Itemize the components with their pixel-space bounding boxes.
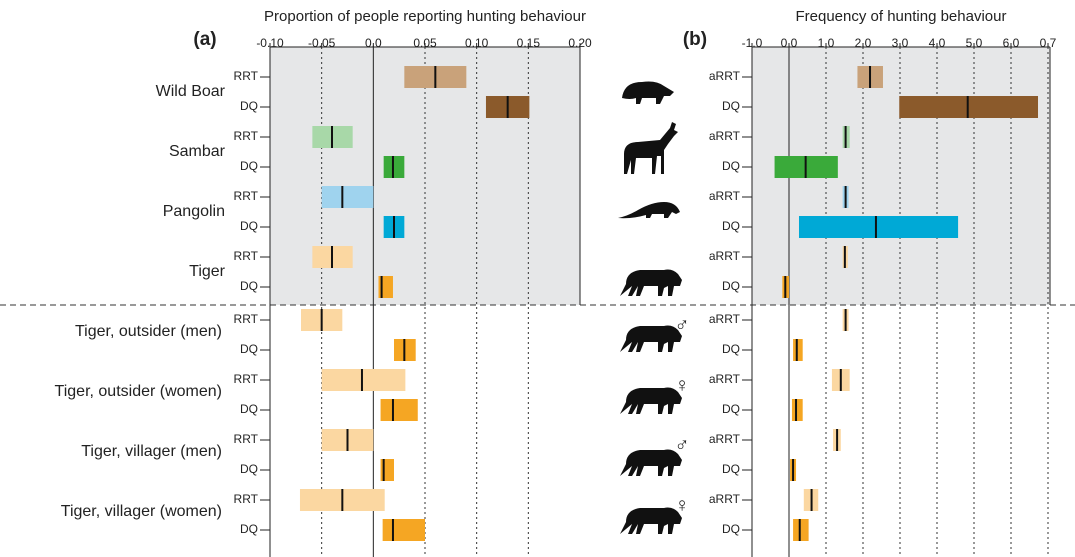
row-label: aRRT [709, 432, 741, 446]
tiger-silhouette [620, 508, 682, 535]
panel-label: (a) [193, 29, 216, 50]
row-label: DQ [240, 279, 258, 293]
row-label: DQ [722, 342, 740, 356]
interval-bar [381, 399, 418, 421]
row-label: aRRT [709, 372, 741, 386]
tiger-silhouette [620, 326, 682, 353]
row-label: DQ [722, 522, 740, 536]
figure: Proportion of people reporting hunting b… [0, 0, 1075, 557]
row-label: RRT [234, 189, 259, 203]
group-label: Tiger, villager (men) [81, 443, 222, 460]
row-label: aRRT [709, 69, 741, 83]
row-label: DQ [722, 462, 740, 476]
sex-symbol: ♀ [675, 494, 690, 516]
interval-bar [322, 369, 406, 391]
row-label: DQ [240, 342, 258, 356]
interval-bar [799, 216, 958, 238]
row-label: RRT [234, 129, 259, 143]
row-label: DQ [722, 159, 740, 173]
row-label: aRRT [709, 492, 741, 506]
row-label: DQ [240, 522, 258, 536]
row-label: RRT [234, 492, 259, 506]
row-label: aRRT [709, 189, 741, 203]
row-label: DQ [722, 279, 740, 293]
interval-bar [383, 519, 425, 541]
group-label: Tiger, outsider (women) [55, 383, 222, 400]
sex-symbol: ♀ [675, 374, 690, 396]
row-label: RRT [234, 312, 259, 326]
interval-bar [381, 459, 394, 481]
pangolin-silhouette [618, 202, 680, 218]
group-label: Tiger, outsider (men) [75, 323, 222, 340]
silhouettes [618, 82, 682, 535]
group-label: Tiger, villager (women) [61, 503, 222, 520]
sambar-silhouette [624, 122, 678, 174]
group-label: Sambar [169, 143, 226, 160]
row-label: RRT [234, 69, 259, 83]
chart-title: Proportion of people reporting hunting b… [264, 8, 586, 25]
boar-silhouette [622, 82, 674, 105]
interval-bar [384, 156, 405, 178]
group-label: Tiger [189, 263, 226, 280]
sex-symbol: ♂ [675, 314, 690, 336]
group-label: Pangolin [163, 203, 225, 220]
row-label: aRRT [709, 249, 741, 263]
sex-symbol: ♂ [675, 434, 690, 456]
row-label: aRRT [709, 312, 741, 326]
row-label: RRT [234, 249, 259, 263]
row-label: RRT [234, 432, 259, 446]
row-label: DQ [240, 159, 258, 173]
row-label: DQ [722, 219, 740, 233]
row-label: DQ [240, 99, 258, 113]
tiger-silhouette [620, 270, 682, 297]
row-label: DQ [240, 402, 258, 416]
panel-label: (b) [683, 29, 707, 50]
interval-bar [793, 519, 809, 541]
group-label: Wild Boar [156, 83, 226, 100]
row-label: DQ [240, 462, 258, 476]
chart-title: Frequency of hunting behaviour [796, 8, 1007, 25]
row-label: RRT [234, 372, 259, 386]
row-label: DQ [240, 219, 258, 233]
row-label: DQ [722, 402, 740, 416]
row-label: aRRT [709, 129, 741, 143]
tiger-silhouette [620, 450, 682, 477]
interval-bar [792, 399, 803, 421]
interval-bar [322, 186, 374, 208]
tiger-silhouette [620, 388, 682, 415]
interval-bar [793, 339, 803, 361]
row-label: DQ [722, 99, 740, 113]
